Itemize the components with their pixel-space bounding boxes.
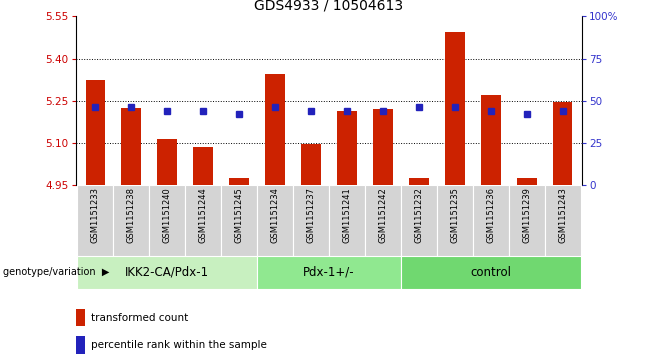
Bar <box>78 185 113 256</box>
Text: percentile rank within the sample: percentile rank within the sample <box>91 340 266 350</box>
Bar <box>329 185 365 256</box>
Bar <box>509 185 545 256</box>
Text: GSM1151245: GSM1151245 <box>235 187 243 243</box>
Title: GDS4933 / 10504613: GDS4933 / 10504613 <box>255 0 403 12</box>
Text: GSM1151239: GSM1151239 <box>522 187 531 243</box>
Bar <box>545 185 580 256</box>
Bar <box>76 309 85 326</box>
Bar <box>401 185 437 256</box>
Bar <box>186 185 221 256</box>
Bar <box>86 79 105 185</box>
Bar <box>517 178 536 185</box>
Bar <box>445 32 465 185</box>
Text: control: control <box>470 266 511 279</box>
Bar <box>229 178 249 185</box>
Bar <box>481 95 501 185</box>
Text: GSM1151232: GSM1151232 <box>415 187 423 243</box>
Text: IKK2-CA/Pdx-1: IKK2-CA/Pdx-1 <box>125 266 209 279</box>
Text: GSM1151236: GSM1151236 <box>486 187 495 243</box>
Bar <box>257 256 401 289</box>
Bar <box>437 185 472 256</box>
Bar <box>122 108 141 185</box>
Text: GSM1151242: GSM1151242 <box>378 187 388 243</box>
Text: GSM1151244: GSM1151244 <box>199 187 208 243</box>
Bar <box>365 185 401 256</box>
Bar <box>193 147 213 185</box>
Text: GSM1151233: GSM1151233 <box>91 187 100 243</box>
Bar <box>221 185 257 256</box>
Text: GSM1151241: GSM1151241 <box>342 187 351 243</box>
Bar <box>76 336 85 354</box>
Bar <box>472 185 509 256</box>
Bar <box>337 111 357 185</box>
Text: Pdx-1+/-: Pdx-1+/- <box>303 266 355 279</box>
Text: GSM1151240: GSM1151240 <box>163 187 172 243</box>
Bar <box>409 178 429 185</box>
Bar <box>401 256 580 289</box>
Text: GSM1151235: GSM1151235 <box>450 187 459 243</box>
Text: genotype/variation  ▶: genotype/variation ▶ <box>3 267 110 277</box>
Bar <box>149 185 186 256</box>
Bar <box>257 185 293 256</box>
Bar <box>157 139 177 185</box>
Bar <box>265 74 285 185</box>
Bar <box>301 144 321 185</box>
Text: GSM1151237: GSM1151237 <box>307 187 316 243</box>
Text: GSM1151243: GSM1151243 <box>558 187 567 243</box>
Bar <box>78 256 257 289</box>
Text: GSM1151238: GSM1151238 <box>127 187 136 243</box>
Text: GSM1151234: GSM1151234 <box>270 187 280 243</box>
Bar <box>373 109 393 185</box>
Bar <box>293 185 329 256</box>
Bar <box>113 185 149 256</box>
Text: transformed count: transformed count <box>91 313 188 323</box>
Bar <box>553 102 572 185</box>
